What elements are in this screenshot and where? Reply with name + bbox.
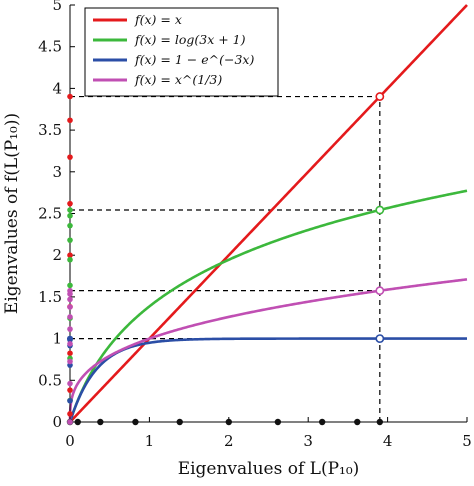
y-tick-label: 0 <box>52 413 62 431</box>
legend: f(x) = x f(x) = log(3x + 1) f(x) = 1 − e^(… <box>84 7 279 97</box>
y-eigenvalue-point <box>67 200 73 207</box>
y-eigenvalue-point <box>67 93 73 100</box>
legend-label: f(x) = 1 − e^(−3x) <box>134 52 254 67</box>
y-tick-label: 1 <box>52 330 62 348</box>
x-eigenvalue-point <box>225 418 232 426</box>
y-eigenvalue-point <box>67 380 73 387</box>
x-eigenvalue-point <box>318 418 326 426</box>
x-tick-label: 2 <box>224 432 234 450</box>
x-eigenvalue-point <box>354 418 361 426</box>
x-eigenvalue-point <box>176 418 183 426</box>
x-eigenvalue-point <box>132 418 139 426</box>
eigenvalue-points <box>66 92 385 426</box>
axis-labels: Eigenvalues of L(P₁₀) Eigenvalues of f(L(… <box>2 113 359 479</box>
legend-label: f(x) = log(3x + 1) <box>134 32 246 47</box>
y-tick-labels: 0 0.5 1 1.5 2 2.5 3 3.5 4 4.5 5 <box>38 0 62 431</box>
y-tick-label: 4 <box>52 79 62 97</box>
x-eigenvalue-point <box>74 418 81 426</box>
x-axis-label: Eigenvalues of L(P₁₀) <box>178 459 360 479</box>
y-eigenvalue-point <box>67 154 73 160</box>
y-eigenvalue-point <box>67 397 73 404</box>
x-tick-labels: 0 1 2 3 4 5 <box>65 432 472 450</box>
y-eigenvalue-point <box>67 282 73 289</box>
y-eigenvalue-point <box>67 326 73 332</box>
y-eigenvalue-point <box>67 411 73 417</box>
y-tick-label: 3.5 <box>38 121 62 139</box>
y-tick-label: 4.5 <box>38 38 62 56</box>
marked-point-1 <box>375 205 385 215</box>
marked-point-2 <box>375 334 385 344</box>
y-eigenvalue-point <box>67 287 73 294</box>
series-line-1 <box>68 189 468 424</box>
y-eigenvalue-point <box>67 314 73 320</box>
function-curves <box>68 4 468 424</box>
y-tick-label: 2.5 <box>38 205 62 223</box>
marked-point-0 <box>375 92 385 101</box>
y-eigenvalue-point <box>67 335 73 342</box>
y-eigenvalue-point <box>67 212 73 219</box>
x-eigenvalue-point <box>274 418 282 426</box>
y-eigenvalue-point <box>67 207 73 213</box>
x-tick-label: 0 <box>65 432 75 450</box>
y-tick-label: 5 <box>52 0 62 14</box>
y-eigenvalue-point <box>67 117 73 124</box>
y-eigenvalue-point <box>67 256 73 263</box>
y-tick-label: 2 <box>52 246 62 264</box>
y-eigenvalue-point <box>67 296 73 303</box>
y-eigenvalue-point <box>67 341 73 347</box>
y-eigenvalue-point <box>67 419 73 425</box>
y-eigenvalue-point <box>67 237 73 243</box>
y-eigenvalue-point <box>67 358 73 365</box>
y-eigenvalue-point <box>67 252 73 258</box>
x-tick-label: 4 <box>383 432 393 450</box>
y-eigenvalue-point <box>67 387 73 393</box>
marked-point-3 <box>375 286 385 296</box>
y-tick-label: 0.5 <box>38 371 62 389</box>
legend-label: f(x) = x^(1/3) <box>134 72 222 87</box>
series-line-0 <box>68 4 468 424</box>
y-eigenvalue-point <box>67 222 73 229</box>
legend-label: f(x) = x <box>134 12 182 27</box>
x-eigenvalue-point <box>376 418 384 426</box>
x-tick-label: 5 <box>462 432 472 450</box>
y-tick-label: 1.5 <box>38 288 62 306</box>
y-tick-label: 3 <box>52 163 62 181</box>
y-axis-label: Eigenvalues of f(L(P₁₀)) <box>2 113 22 314</box>
series-line-3 <box>68 278 468 423</box>
y-eigenvalue-point <box>67 350 73 357</box>
x-tick-label: 1 <box>145 432 155 450</box>
x-eigenvalue-point <box>97 418 104 426</box>
x-tick-label: 3 <box>303 432 313 450</box>
series-line-2 <box>68 337 467 424</box>
y-eigenvalue-point <box>67 304 73 310</box>
